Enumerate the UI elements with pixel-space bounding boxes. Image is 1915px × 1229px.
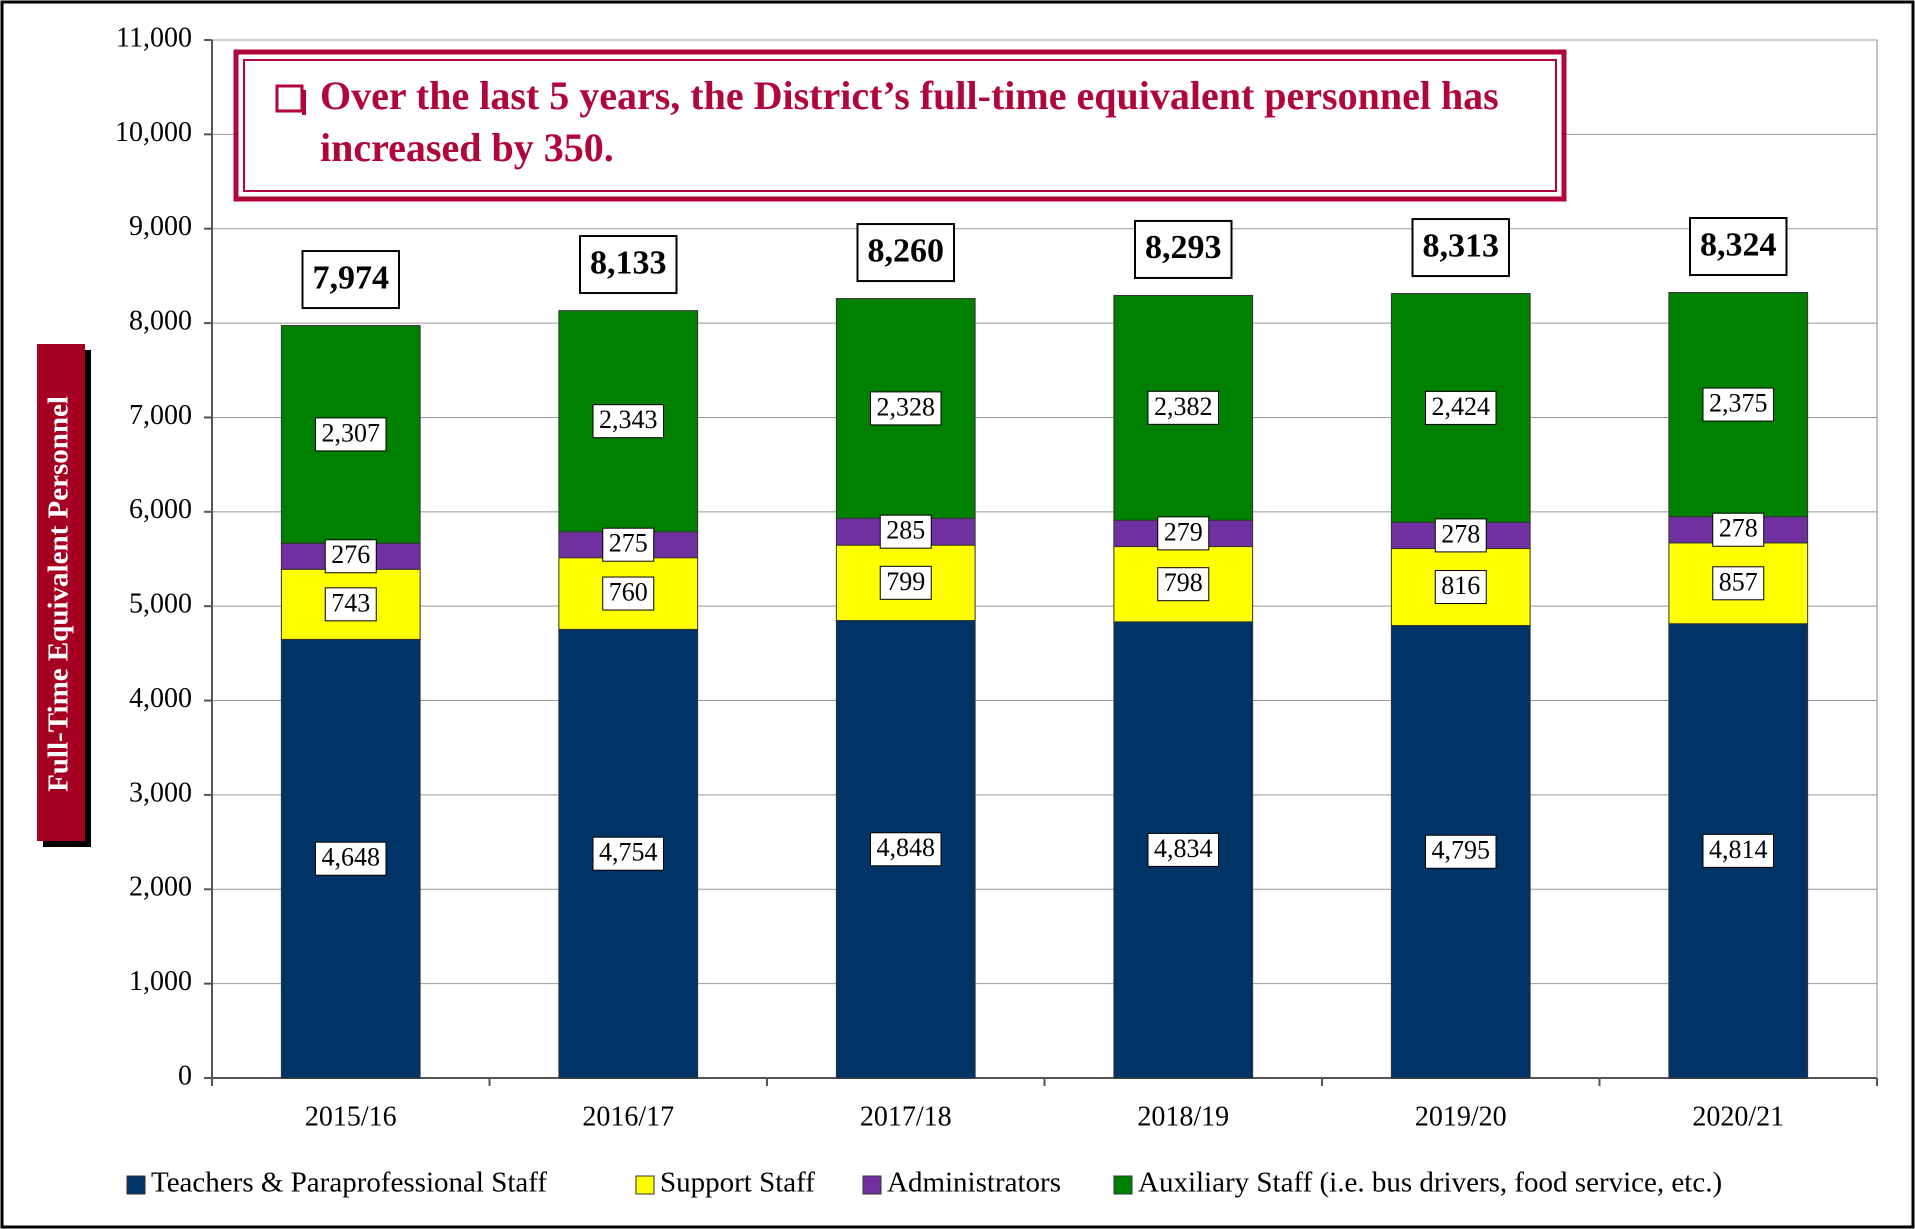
y-tick-label: 7,000 (129, 400, 192, 431)
data-label-box (315, 417, 387, 452)
legend-label: Administrators (887, 1167, 1061, 1199)
data-label-box (324, 539, 377, 574)
y-tick-label: 1,000 (129, 966, 192, 997)
y-tick-label: 6,000 (129, 494, 192, 525)
plot: 0 1,000 2,000 3,000 4,000 5,000 6,000 7,000 8,00… (115, 22, 1878, 1132)
y-tick-label: 5,000 (129, 589, 192, 620)
data-label: 276 (331, 540, 370, 569)
y-tick-label: 11,000 (116, 22, 192, 53)
x-tick-label: 2017/18 (860, 1101, 952, 1132)
data-label: 760 (609, 578, 648, 607)
data-label-box (870, 832, 942, 867)
data-label-box (1157, 516, 1210, 551)
data-label-box (879, 514, 932, 549)
total-label: 8,293 (1145, 229, 1222, 266)
annotation-wrap: Over the last 5 years, the District’s fu… (320, 73, 1499, 170)
data-label: 4,814 (1709, 835, 1768, 864)
data-label: 816 (1441, 571, 1480, 600)
data-label: 2,343 (599, 405, 658, 434)
bar-segment (1390, 625, 1531, 1079)
total-label-box (301, 250, 400, 310)
data-label-box (315, 841, 387, 876)
y-tick-label: 3,000 (129, 777, 192, 808)
legend-swatch (1113, 1175, 1133, 1195)
data-label: 4,834 (1154, 834, 1213, 863)
total-label-box (1134, 219, 1233, 279)
data-label: 279 (1164, 517, 1203, 546)
data-label-box (592, 404, 664, 439)
x-tick-label: 2019/20 (1415, 1101, 1507, 1132)
data-label-box (1712, 512, 1765, 547)
data-label-box (1702, 387, 1774, 422)
data-label-box (1434, 518, 1487, 553)
data-label: 278 (1441, 519, 1480, 548)
data-label-box (592, 836, 664, 871)
data-label-box (1425, 834, 1497, 869)
data-label: 798 (1164, 568, 1203, 597)
data-label: 2,424 (1432, 392, 1491, 421)
x-tick-label: 2018/19 (1137, 1101, 1229, 1132)
plot-area (211, 39, 1878, 1079)
data-label: 275 (609, 529, 648, 558)
y-label-box (37, 344, 85, 841)
total-label: 8,313 (1423, 227, 1500, 264)
x-tick-label: 2020/21 (1692, 1101, 1784, 1132)
annotation: Over the last 5 years, the District’s fu… (320, 73, 1499, 170)
total-label: 7,974 (313, 259, 390, 296)
data-label-box (1147, 832, 1219, 867)
legend-swatch (862, 1175, 882, 1195)
data-label: 2,382 (1154, 392, 1213, 421)
legend-swatch (126, 1175, 146, 1195)
data-label-box (879, 565, 932, 600)
legend-swatch (635, 1175, 655, 1195)
data-label-box (1147, 390, 1219, 425)
annotation-box (233, 49, 1567, 202)
data-label-box (1157, 567, 1210, 602)
data-label: 857 (1719, 567, 1758, 596)
total-label: 8,324 (1700, 226, 1777, 263)
total-label: 8,133 (590, 244, 667, 281)
y-tick-label: 4,000 (129, 683, 192, 714)
data-label: 2,375 (1709, 389, 1768, 418)
data-label: 2,307 (322, 418, 381, 447)
y-tick-label: 10,000 (115, 117, 192, 148)
data-label: 4,795 (1432, 836, 1491, 865)
annotation-bullet (275, 84, 304, 113)
data-label-box (602, 527, 655, 562)
data-label: 278 (1719, 514, 1758, 543)
legend-label: Support Staff (660, 1167, 815, 1199)
data-label-box (870, 391, 942, 426)
annotation-inner-border (243, 59, 1557, 192)
data-label: 285 (886, 516, 925, 545)
x-tick-label: 2016/17 (582, 1101, 674, 1132)
y-axis-label: Full-Time Equivalent Personnel (43, 396, 75, 792)
data-label-box (1434, 570, 1487, 605)
data-label-box (1425, 390, 1497, 425)
data-label-box (602, 576, 655, 611)
y-tick-label: 8,000 (129, 306, 192, 337)
data-label-box (1702, 833, 1774, 868)
y-tick-label: 2,000 (129, 872, 192, 903)
data-label: 743 (331, 588, 370, 617)
data-label-box (1712, 566, 1765, 601)
data-label: 4,754 (599, 838, 658, 867)
data-label: 4,848 (877, 833, 936, 862)
legend-label: Auxiliary Staff (i.e. bus drivers, food … (1138, 1167, 1722, 1199)
total-label-box (856, 223, 955, 283)
data-label-box (324, 587, 377, 622)
y-tick-label: 9,000 (129, 211, 192, 242)
y-tick-label: 0 (178, 1060, 192, 1091)
total-label-box (1411, 218, 1510, 278)
data-label: 2,328 (877, 392, 936, 421)
total-label-box (1689, 217, 1788, 277)
total-label: 8,260 (868, 232, 945, 269)
data-label: 4,648 (322, 843, 381, 872)
x-tick-label: 2015/16 (305, 1101, 397, 1132)
legend-label: Teachers & Paraprofessional Staff (151, 1167, 547, 1199)
annotation-bullet-shadow (302, 90, 306, 115)
total-label-box (579, 235, 678, 295)
data-label: 799 (886, 567, 925, 596)
